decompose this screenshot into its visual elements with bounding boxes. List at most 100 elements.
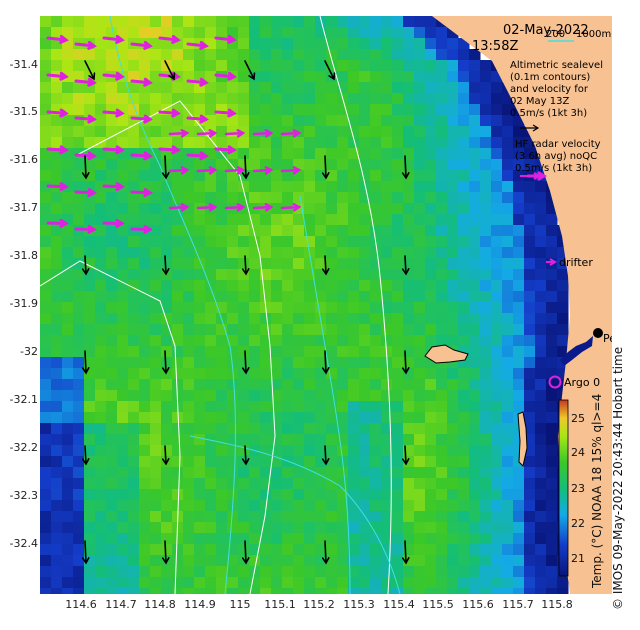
sst-pixel	[238, 379, 250, 391]
sst-pixel	[348, 258, 360, 270]
sst-pixel	[249, 159, 261, 171]
sst-pixel	[161, 434, 173, 446]
sst-pixel	[546, 379, 558, 391]
sst-pixel	[249, 313, 261, 325]
sst-pixel	[216, 357, 228, 369]
sst-pixel	[546, 533, 558, 545]
sst-pixel	[491, 82, 503, 94]
sst-pixel	[546, 544, 558, 556]
sst-pixel	[205, 269, 217, 281]
sst-pixel	[216, 82, 228, 94]
sst-pixel	[458, 225, 470, 237]
sst-pixel	[293, 269, 305, 281]
sst-pixel	[117, 511, 129, 523]
sst-pixel	[51, 456, 63, 468]
sst-pixel	[73, 500, 85, 512]
sst-pixel	[392, 258, 404, 270]
sst-pixel	[403, 93, 415, 105]
sst-pixel	[106, 115, 118, 127]
sst-pixel	[337, 82, 349, 94]
sst-pixel	[40, 346, 52, 358]
sst-pixel	[436, 423, 448, 435]
sst-pixel	[172, 236, 184, 248]
sst-pixel	[381, 137, 393, 149]
sst-pixel	[337, 445, 349, 457]
colorbar-segment	[559, 515, 568, 517]
sst-pixel	[458, 159, 470, 171]
contour-line	[319, 16, 392, 594]
sst-pixel	[403, 181, 415, 193]
sst-pixel	[403, 456, 415, 468]
sst-pixel	[249, 214, 261, 226]
velocity-arrow	[196, 166, 218, 175]
sst-pixel	[436, 247, 448, 259]
sst-pixel	[62, 467, 74, 479]
sst-pixel	[293, 247, 305, 259]
colorbar-segment	[559, 403, 568, 405]
sst-pixel	[392, 192, 404, 204]
sst-pixel	[304, 555, 316, 567]
sst-pixel	[73, 522, 85, 534]
sst-pixel	[392, 401, 404, 413]
sst-pixel	[502, 478, 514, 490]
sst-pixel	[447, 148, 459, 160]
sst-pixel	[183, 511, 195, 523]
sst-pixel	[271, 159, 283, 171]
sst-pixel	[348, 566, 360, 578]
velocity-arrow	[46, 34, 69, 44]
sst-pixel	[370, 588, 382, 594]
sst-pixel	[84, 478, 96, 490]
sst-pixel	[480, 500, 492, 512]
sst-pixel	[216, 434, 228, 446]
sst-pixel	[491, 93, 503, 105]
sst-pixel	[315, 456, 327, 468]
sst-pixel	[491, 390, 503, 402]
sst-pixel	[172, 159, 184, 171]
sst-pixel	[392, 467, 404, 479]
sst-pixel	[128, 566, 140, 578]
altimetry-line-3: and velocity for	[510, 84, 589, 95]
sst-pixel	[480, 434, 492, 446]
sst-pixel	[392, 555, 404, 567]
sst-pixel	[315, 214, 327, 226]
sst-pixel	[436, 159, 448, 171]
sst-pixel	[73, 49, 85, 61]
sst-pixel	[282, 335, 294, 347]
sst-pixel	[227, 401, 239, 413]
sst-pixel	[172, 368, 184, 380]
sst-pixel	[502, 192, 514, 204]
sst-pixel	[304, 544, 316, 556]
sst-pixel	[502, 467, 514, 479]
sst-pixel	[425, 357, 437, 369]
velocity-arrow	[130, 224, 153, 234]
sst-pixel	[293, 60, 305, 72]
sst-pixel	[546, 324, 558, 336]
sst-pixel	[447, 555, 459, 567]
sst-pixel	[370, 335, 382, 347]
sst-pixel	[458, 60, 470, 72]
sst-pixel	[73, 390, 85, 402]
sst-pixel	[227, 456, 239, 468]
sst-pixel	[249, 357, 261, 369]
sst-pixel	[447, 434, 459, 446]
sst-pixel	[194, 566, 206, 578]
sst-pixel	[117, 445, 129, 457]
sst-pixel	[194, 159, 206, 171]
sst-pixel	[128, 401, 140, 413]
sst-pixel	[458, 533, 470, 545]
sst-pixel	[117, 412, 129, 424]
sst-pixel	[205, 566, 217, 578]
sst-pixel	[95, 555, 107, 567]
sst-pixel	[304, 368, 316, 380]
sst-pixel	[282, 192, 294, 204]
sst-pixel	[73, 489, 85, 501]
sst-pixel	[392, 577, 404, 589]
sst-pixel	[40, 313, 52, 325]
sst-pixel	[260, 49, 272, 61]
sst-pixel	[150, 588, 162, 594]
sst-pixel	[216, 302, 228, 314]
sst-pixel	[447, 588, 459, 594]
sst-pixel	[480, 258, 492, 270]
sst-pixel	[535, 280, 547, 292]
sst-pixel	[304, 280, 316, 292]
